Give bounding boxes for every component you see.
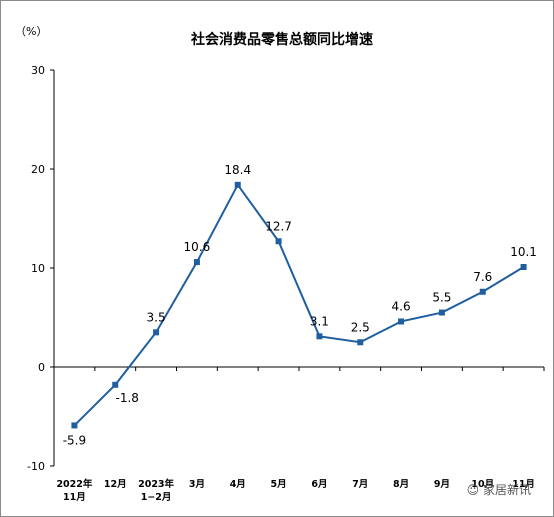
data-label: 5.5 (432, 291, 451, 305)
data-point (234, 181, 241, 188)
data-label: -1.8 (116, 391, 139, 405)
data-point (153, 329, 160, 336)
y-tick-label: -10 (27, 460, 45, 473)
data-label: -5.9 (63, 433, 86, 447)
chart-title: 社会消费品零售总额同比增速 (190, 31, 373, 48)
y-tick-label: 20 (31, 163, 45, 176)
data-point (438, 309, 445, 316)
data-point (398, 318, 405, 325)
data-label: 2.5 (351, 320, 370, 334)
wechat-icon: ☺ (466, 483, 480, 497)
data-labels: -5.9 -1.8 3.5 10.6 18.4 12.7 3.1 2.5 4.6 5.5 7.6 10… (63, 163, 537, 448)
y-tick-label: 0 (38, 361, 45, 374)
x-tick-label: 2023年 1−2月 (138, 478, 174, 503)
x-tick-label: 6月 (311, 479, 327, 490)
axes: -10 0 10 20 30 2022年 11月 12月 2023年 1−2月 3月 4月 5月 6月 7月… (27, 64, 545, 503)
x-tick-label: 5月 (271, 479, 287, 490)
x-tick-label: 4月 (230, 479, 246, 490)
x-tick-label: 9月 (434, 479, 450, 490)
data-point (357, 339, 364, 346)
data-label: 18.4 (224, 163, 251, 177)
x-tick-label: 7月 (352, 479, 368, 490)
y-tick-label: 30 (31, 64, 45, 77)
data-point (71, 422, 78, 429)
data-label: 4.6 (392, 299, 411, 313)
data-label: 12.7 (265, 219, 292, 233)
data-label: 7.6 (473, 270, 492, 284)
data-label: 3.1 (310, 314, 329, 328)
data-point (193, 259, 200, 266)
x-tick-label: 8月 (393, 479, 409, 490)
data-point (275, 238, 282, 245)
data-label: 3.5 (147, 310, 166, 324)
x-tick-label: 2022年 11月 (56, 478, 92, 503)
data-label: 10.6 (184, 240, 211, 254)
watermark: ☺ 家居新讯 (467, 481, 531, 498)
unit-label: （%） (15, 25, 47, 38)
data-point (316, 333, 323, 340)
x-tick-label: 11月 (512, 479, 535, 490)
watermark-text: 家居新讯 (482, 483, 531, 497)
data-point (479, 288, 486, 295)
data-label: 10.1 (510, 245, 537, 259)
series-path (73, 182, 525, 427)
data-point (112, 381, 119, 388)
x-tick-label: 3月 (189, 479, 205, 490)
x-tick-label: 12月 (104, 479, 127, 490)
data-point (520, 264, 527, 271)
y-tick-label: 10 (31, 262, 45, 275)
x-tick-label: 10月 (471, 479, 494, 490)
series-line (71, 181, 527, 429)
